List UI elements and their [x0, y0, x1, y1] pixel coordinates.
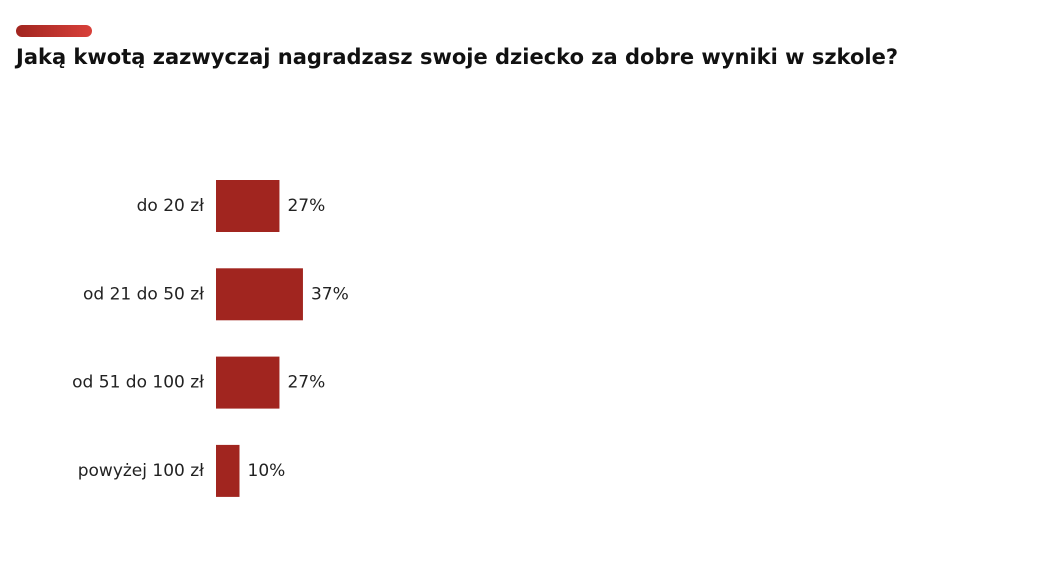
category-label: od 21 do 50 zł [83, 284, 204, 304]
category-label: powyżej 100 zł [78, 461, 204, 481]
bar [216, 356, 280, 409]
bar [216, 268, 303, 321]
category-label: do 20 zł [137, 196, 205, 216]
value-label: 27% [287, 373, 325, 393]
chart-title: Jaką kwotą zazwyczaj nagradzasz swoje dz… [14, 45, 898, 69]
bar [216, 180, 280, 232]
category-label: od 51 do 100 zł [72, 373, 204, 393]
value-label: 27% [287, 196, 325, 216]
bar [216, 444, 240, 497]
title-accent [16, 25, 92, 37]
value-label: 37% [311, 284, 349, 304]
value-label: 10% [248, 461, 286, 481]
